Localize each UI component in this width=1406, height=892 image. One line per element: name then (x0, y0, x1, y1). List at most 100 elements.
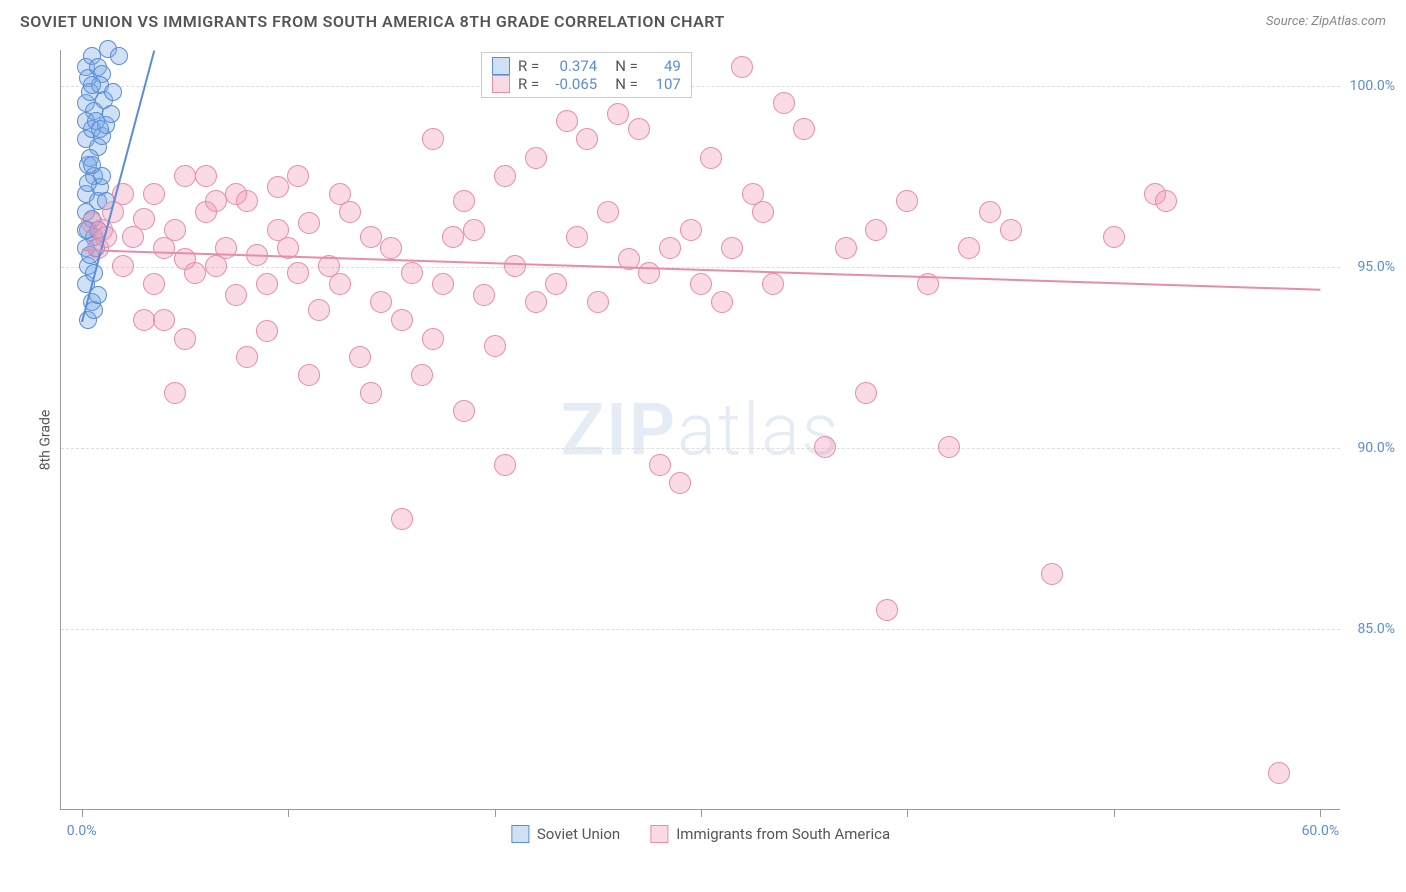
scatter-point (669, 472, 691, 494)
y-tick-label: 90.0% (1357, 440, 1395, 456)
scatter-point (938, 436, 960, 458)
scatter-point (835, 237, 857, 259)
legend-swatch (650, 825, 668, 843)
series-legend: Soviet UnionImmigrants from South Americ… (511, 825, 890, 843)
x-tick (495, 809, 496, 817)
scatter-point (143, 183, 165, 205)
scatter-point (256, 320, 278, 342)
scatter-point (494, 165, 516, 187)
scatter-point (876, 599, 898, 621)
scatter-point (205, 190, 227, 212)
scatter-point (576, 128, 598, 150)
scatter-point (79, 174, 97, 192)
legend-n-label: N = (615, 57, 638, 75)
scatter-point (195, 165, 217, 187)
chart-container: 8th Grade ZIPatlas 100.0%95.0%90.0%85.0%… (60, 50, 1390, 830)
watermark: ZIPatlas (561, 387, 841, 472)
scatter-point (453, 400, 475, 422)
scatter-point (700, 147, 722, 169)
scatter-point (298, 364, 320, 386)
stats-legend-row: R = -0.065 N = 107 (492, 75, 681, 93)
scatter-point (587, 291, 609, 313)
scatter-point (721, 237, 743, 259)
y-tick-label: 85.0% (1357, 621, 1395, 637)
x-tick-label: 0.0% (67, 823, 97, 839)
scatter-point (680, 219, 702, 241)
scatter-point (349, 346, 371, 368)
stats-legend: R = 0.374 N = 49 R = -0.065 N = 107 (481, 52, 692, 98)
watermark-light: atlas (677, 387, 840, 472)
scatter-point (752, 201, 774, 223)
scatter-point (401, 262, 423, 284)
scatter-point (494, 454, 516, 476)
scatter-point (1268, 762, 1290, 784)
scatter-point (690, 273, 712, 295)
x-tick (1114, 809, 1115, 817)
legend-r-value: -0.065 (547, 75, 597, 93)
scatter-point (484, 335, 506, 357)
scatter-point (236, 346, 258, 368)
scatter-point (411, 364, 433, 386)
scatter-point (91, 120, 109, 138)
series-name: Immigrants from South America (676, 825, 890, 843)
scatter-point (391, 508, 413, 530)
legend-swatch (511, 825, 529, 843)
y-axis-label: 8th Grade (37, 410, 53, 471)
legend-r-value: 0.374 (547, 57, 597, 75)
scatter-point (164, 382, 186, 404)
scatter-point (83, 156, 101, 174)
scatter-point (597, 201, 619, 223)
legend-r-label: R = (518, 57, 539, 75)
y-tick-label: 100.0% (1350, 78, 1395, 94)
scatter-point (267, 176, 289, 198)
scatter-point (360, 226, 382, 248)
scatter-point (1041, 563, 1063, 585)
scatter-point (711, 291, 733, 313)
x-tick-label: 60.0% (1302, 823, 1340, 839)
scatter-point (112, 255, 134, 277)
scatter-point (287, 165, 309, 187)
scatter-point (1000, 219, 1022, 241)
scatter-point (566, 226, 588, 248)
scatter-point (731, 56, 753, 78)
scatter-point (104, 83, 122, 101)
scatter-point (525, 147, 547, 169)
scatter-point (391, 309, 413, 331)
source-label: Source: ZipAtlas.com (1266, 14, 1386, 29)
legend-n-label: N = (615, 75, 638, 93)
scatter-point (287, 262, 309, 284)
scatter-point (225, 183, 247, 205)
scatter-point (422, 328, 444, 350)
scatter-point (174, 328, 196, 350)
legend-n-value: 107 (646, 75, 681, 93)
scatter-point (370, 291, 392, 313)
scatter-point (133, 208, 155, 230)
scatter-point (298, 212, 320, 234)
scatter-point (329, 273, 351, 295)
scatter-point (762, 273, 784, 295)
scatter-point (979, 201, 1001, 223)
legend-r-label: R = (518, 75, 539, 93)
scatter-point (463, 219, 485, 241)
scatter-point (793, 118, 815, 140)
scatter-point (164, 219, 186, 241)
scatter-point (174, 165, 196, 187)
gridline-h (61, 86, 1340, 87)
scatter-point (545, 273, 567, 295)
scatter-point (659, 237, 681, 259)
scatter-point (896, 190, 918, 212)
scatter-point (110, 47, 128, 65)
legend-swatch (492, 75, 510, 93)
scatter-point (855, 382, 877, 404)
stats-legend-row: R = 0.374 N = 49 (492, 57, 681, 75)
scatter-point (473, 284, 495, 306)
scatter-point (360, 382, 382, 404)
scatter-point (380, 237, 402, 259)
scatter-point (442, 226, 464, 248)
scatter-point (133, 309, 155, 331)
gridline-h (61, 448, 1340, 449)
scatter-point (143, 273, 165, 295)
legend-n-value: 49 (646, 57, 681, 75)
series-legend-item: Immigrants from South America (650, 825, 890, 843)
scatter-point (308, 299, 330, 321)
